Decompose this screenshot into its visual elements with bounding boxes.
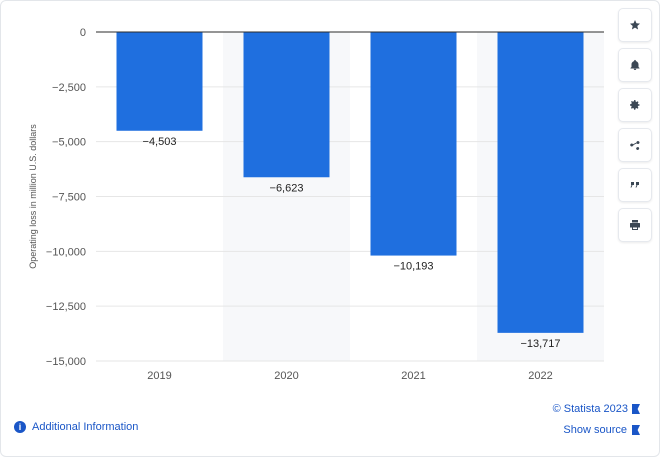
bar[interactable] [116, 32, 203, 131]
y-axis-label: Operating loss in million U.S. dollars [28, 124, 38, 269]
share-button[interactable] [618, 128, 652, 162]
y-tick-label: −15,000 [46, 356, 86, 368]
bar[interactable] [497, 32, 584, 333]
bar[interactable] [243, 32, 330, 178]
additional-information-link[interactable]: i Additional Information [14, 421, 138, 433]
bell-icon [630, 59, 640, 70]
print-button[interactable] [618, 208, 652, 242]
x-tick-label: 2021 [401, 370, 425, 382]
flag-icon [632, 425, 640, 435]
y-tick-label: −5,000 [52, 137, 86, 149]
x-axis-ticks: 2019 2020 2021 2022 [147, 370, 552, 382]
data-label: −4,503 [143, 136, 177, 148]
credit-label: © Statista 2023 [552, 403, 628, 415]
flag-icon [632, 404, 640, 414]
data-label: −13,717 [520, 338, 560, 350]
y-axis-ticks: 0 −2,500 −5,000 −7,500 −10,000 −12,500 −15,000 [46, 27, 86, 368]
data-labels: −4,503 −6,623 −10,193 −13,717 [143, 136, 561, 350]
show-source-link[interactable]: Show source [563, 424, 640, 436]
x-tick-label: 2019 [147, 370, 171, 382]
show-source-label: Show source [563, 424, 627, 436]
y-tick-label: −12,500 [46, 301, 86, 313]
y-tick-label: −2,500 [52, 82, 86, 94]
quote-icon [630, 182, 639, 188]
y-tick-label: −7,500 [52, 192, 86, 204]
print-icon [630, 220, 640, 230]
bar-chart: 0 −2,500 −5,000 −7,500 −10,000 −12,500 −15,000… [28, 27, 604, 382]
data-label: −10,193 [393, 261, 433, 273]
settings-button[interactable] [618, 88, 652, 122]
bar[interactable] [370, 32, 457, 256]
notification-button[interactable] [618, 48, 652, 82]
additional-information-label: Additional Information [32, 421, 139, 433]
cite-button[interactable] [618, 168, 652, 202]
y-tick-label: −10,000 [46, 246, 86, 258]
share-icon [630, 141, 640, 150]
y-tick-label: 0 [80, 27, 86, 39]
x-tick-label: 2020 [274, 370, 298, 382]
x-tick-label: 2022 [528, 370, 552, 382]
bars [96, 31, 604, 333]
info-icon: i [14, 421, 26, 433]
gear-icon [630, 100, 640, 110]
toolbar [618, 8, 652, 248]
data-label: −6,623 [270, 182, 304, 194]
star-icon [630, 20, 640, 30]
favorite-button[interactable] [618, 8, 652, 42]
statista-credit[interactable]: © Statista 2023 [553, 403, 640, 415]
